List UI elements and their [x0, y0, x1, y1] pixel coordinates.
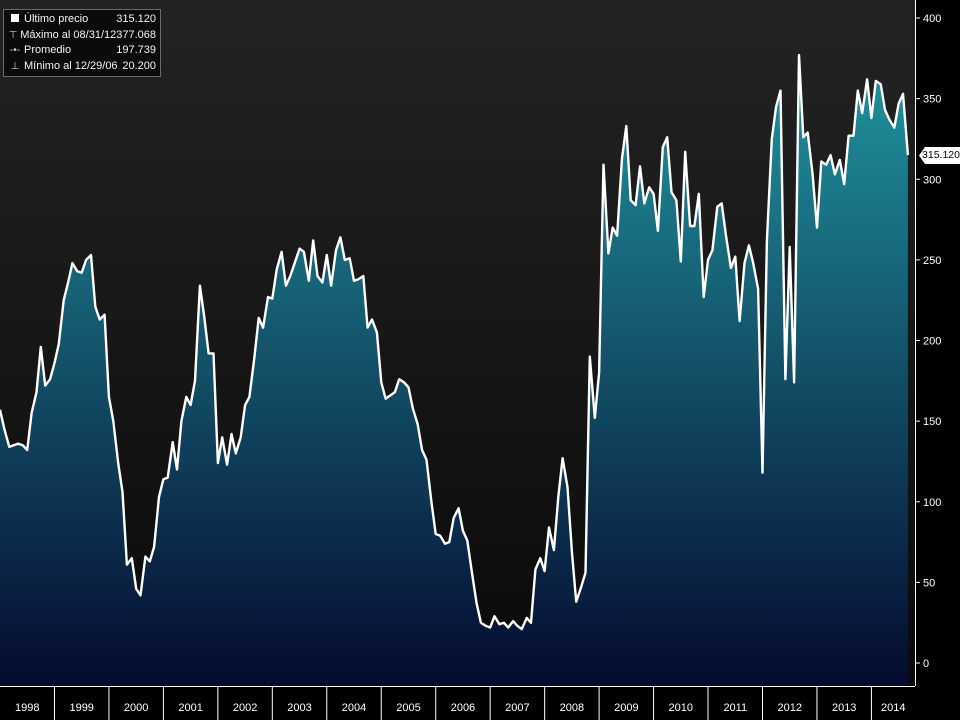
max-marker-icon: ⊤	[8, 29, 18, 41]
legend-value: 20.200	[122, 59, 156, 72]
y-tick-label: 350	[923, 94, 941, 106]
x-tick-label: 2005	[396, 702, 420, 714]
legend-item-average: -•- Promedio 197.739	[8, 43, 156, 59]
x-tick-label: 2007	[505, 702, 529, 714]
legend-item-min: ⊥ Mínimo al 12/29/06 20.200	[8, 59, 156, 75]
filled-square-icon	[8, 12, 22, 28]
average-marker-icon: -•-	[9, 45, 21, 56]
x-tick-label: 2014	[881, 702, 905, 714]
x-tick-label: 2002	[233, 702, 257, 714]
y-tick-label: 300	[923, 174, 941, 186]
legend-item-last-price: Último precio 315.120	[8, 12, 156, 28]
legend-value: 315.120	[116, 13, 156, 25]
legend-item-max: ⊤ Máximo al 08/31/12 377.068	[8, 28, 156, 44]
legend-label: Último precio	[24, 13, 89, 25]
last-price-tag: 315.120	[919, 147, 960, 164]
x-tick-label: 2000	[124, 702, 148, 714]
x-tick-label: 2008	[560, 702, 584, 714]
x-tick-label: 1998	[15, 702, 39, 714]
x-tick-label: 2011	[723, 702, 747, 714]
y-tick-label: 50	[923, 577, 935, 589]
y-tick-label: 400	[923, 13, 941, 25]
x-tick-label: 1999	[69, 702, 93, 714]
x-tick-label: 2013	[832, 702, 856, 714]
x-tick-label: 2006	[451, 702, 475, 714]
x-tick-label: 2010	[669, 702, 693, 714]
legend-label: Máximo al 08/31/12	[20, 28, 117, 41]
x-tick-label: 2001	[178, 702, 202, 714]
series-line	[0, 53, 910, 631]
y-tick-label: 250	[923, 255, 941, 267]
min-marker-icon: ⊥	[10, 60, 20, 72]
series-area-fill	[0, 55, 908, 687]
legend-value: 197.739	[116, 44, 156, 56]
legend-label: Promedio	[24, 44, 72, 56]
legend-label: Mínimo al 12/29/06	[24, 59, 118, 72]
x-tick-label: 2009	[614, 702, 638, 714]
y-tick-label: 150	[923, 416, 941, 428]
legend-value: 377.068	[116, 28, 156, 41]
y-tick-label: 0	[923, 658, 929, 670]
legend-box: Último precio 315.120 ⊤ Máximo al 08/31/…	[3, 9, 161, 77]
x-axis: 1998 1999 2000 2001 2002 2003 2004 2005 2006 2007…	[0, 686, 915, 720]
x-tick-label: 2003	[287, 702, 311, 714]
x-tick-label: 2004	[342, 702, 366, 714]
x-tick-label: 2012	[777, 702, 801, 714]
y-tick-label: 200	[923, 336, 941, 348]
y-axis: 0 50 100 150 200 250 300 350 400	[915, 0, 941, 686]
y-tick-label: 100	[923, 497, 941, 509]
